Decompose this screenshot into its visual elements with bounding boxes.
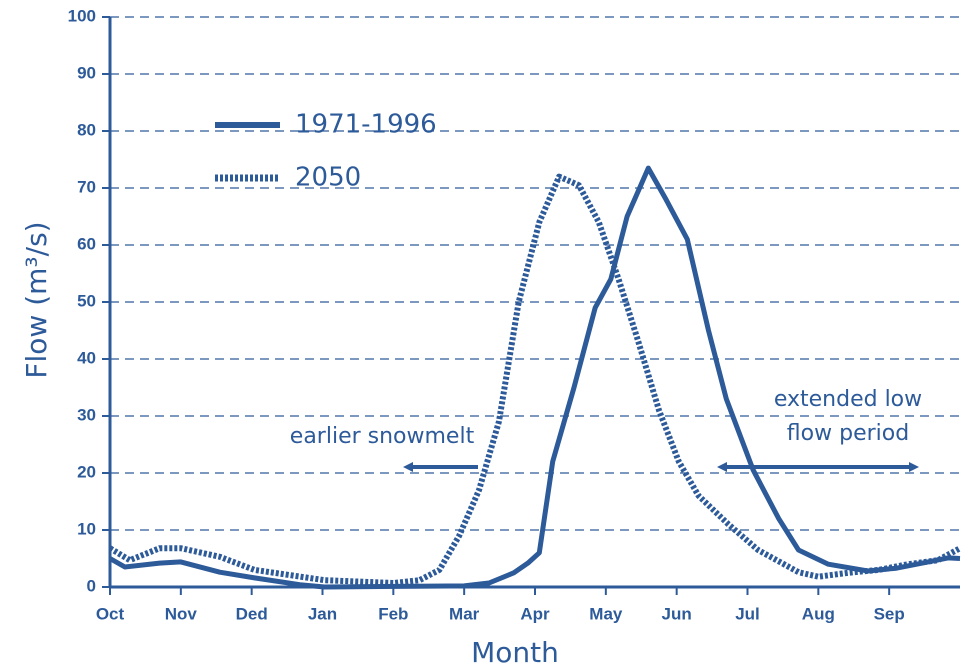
x-axis-title: Month <box>471 636 559 669</box>
series-line <box>108 165 961 590</box>
x-tick-label: Aug <box>802 604 835 623</box>
legend-label: 1971-1996 <box>295 110 437 140</box>
x-tick-label: Jun <box>662 604 692 623</box>
y-tick-label: 20 <box>77 462 96 481</box>
x-tick-label: Jul <box>735 604 760 623</box>
y-tick-label: 60 <box>77 234 96 253</box>
x-tick-label: Oct <box>96 604 125 623</box>
x-tick-label: Nov <box>165 604 198 623</box>
y-tick-label: 70 <box>77 177 96 196</box>
x-tick-label: Ded <box>236 604 268 623</box>
annotation: earlier snowmelt <box>290 424 475 449</box>
x-tick-label: Sep <box>874 604 905 623</box>
annotation: extended low <box>774 387 922 412</box>
y-axis-title: Flow (m³/s) <box>20 221 53 378</box>
legend-label: 2050 <box>295 163 361 193</box>
y-tick-label: 0 <box>87 576 96 595</box>
y-tick-label: 100 <box>68 6 96 25</box>
annotation: flow period <box>787 421 909 446</box>
y-tick-label: 90 <box>77 63 96 82</box>
series-line <box>108 173 962 586</box>
x-tick-label: Jan <box>308 604 337 623</box>
y-tick-label: 10 <box>77 519 96 538</box>
x-tick-label: May <box>589 604 623 623</box>
x-tick-label: Apr <box>520 604 550 623</box>
x-tick-label: Feb <box>378 604 408 623</box>
y-tick-label: 40 <box>77 348 96 367</box>
y-tick-label: 30 <box>77 405 96 424</box>
y-tick-label: 50 <box>77 291 96 310</box>
y-tick-label: 80 <box>77 120 96 139</box>
x-tick-label: Mar <box>449 604 480 623</box>
